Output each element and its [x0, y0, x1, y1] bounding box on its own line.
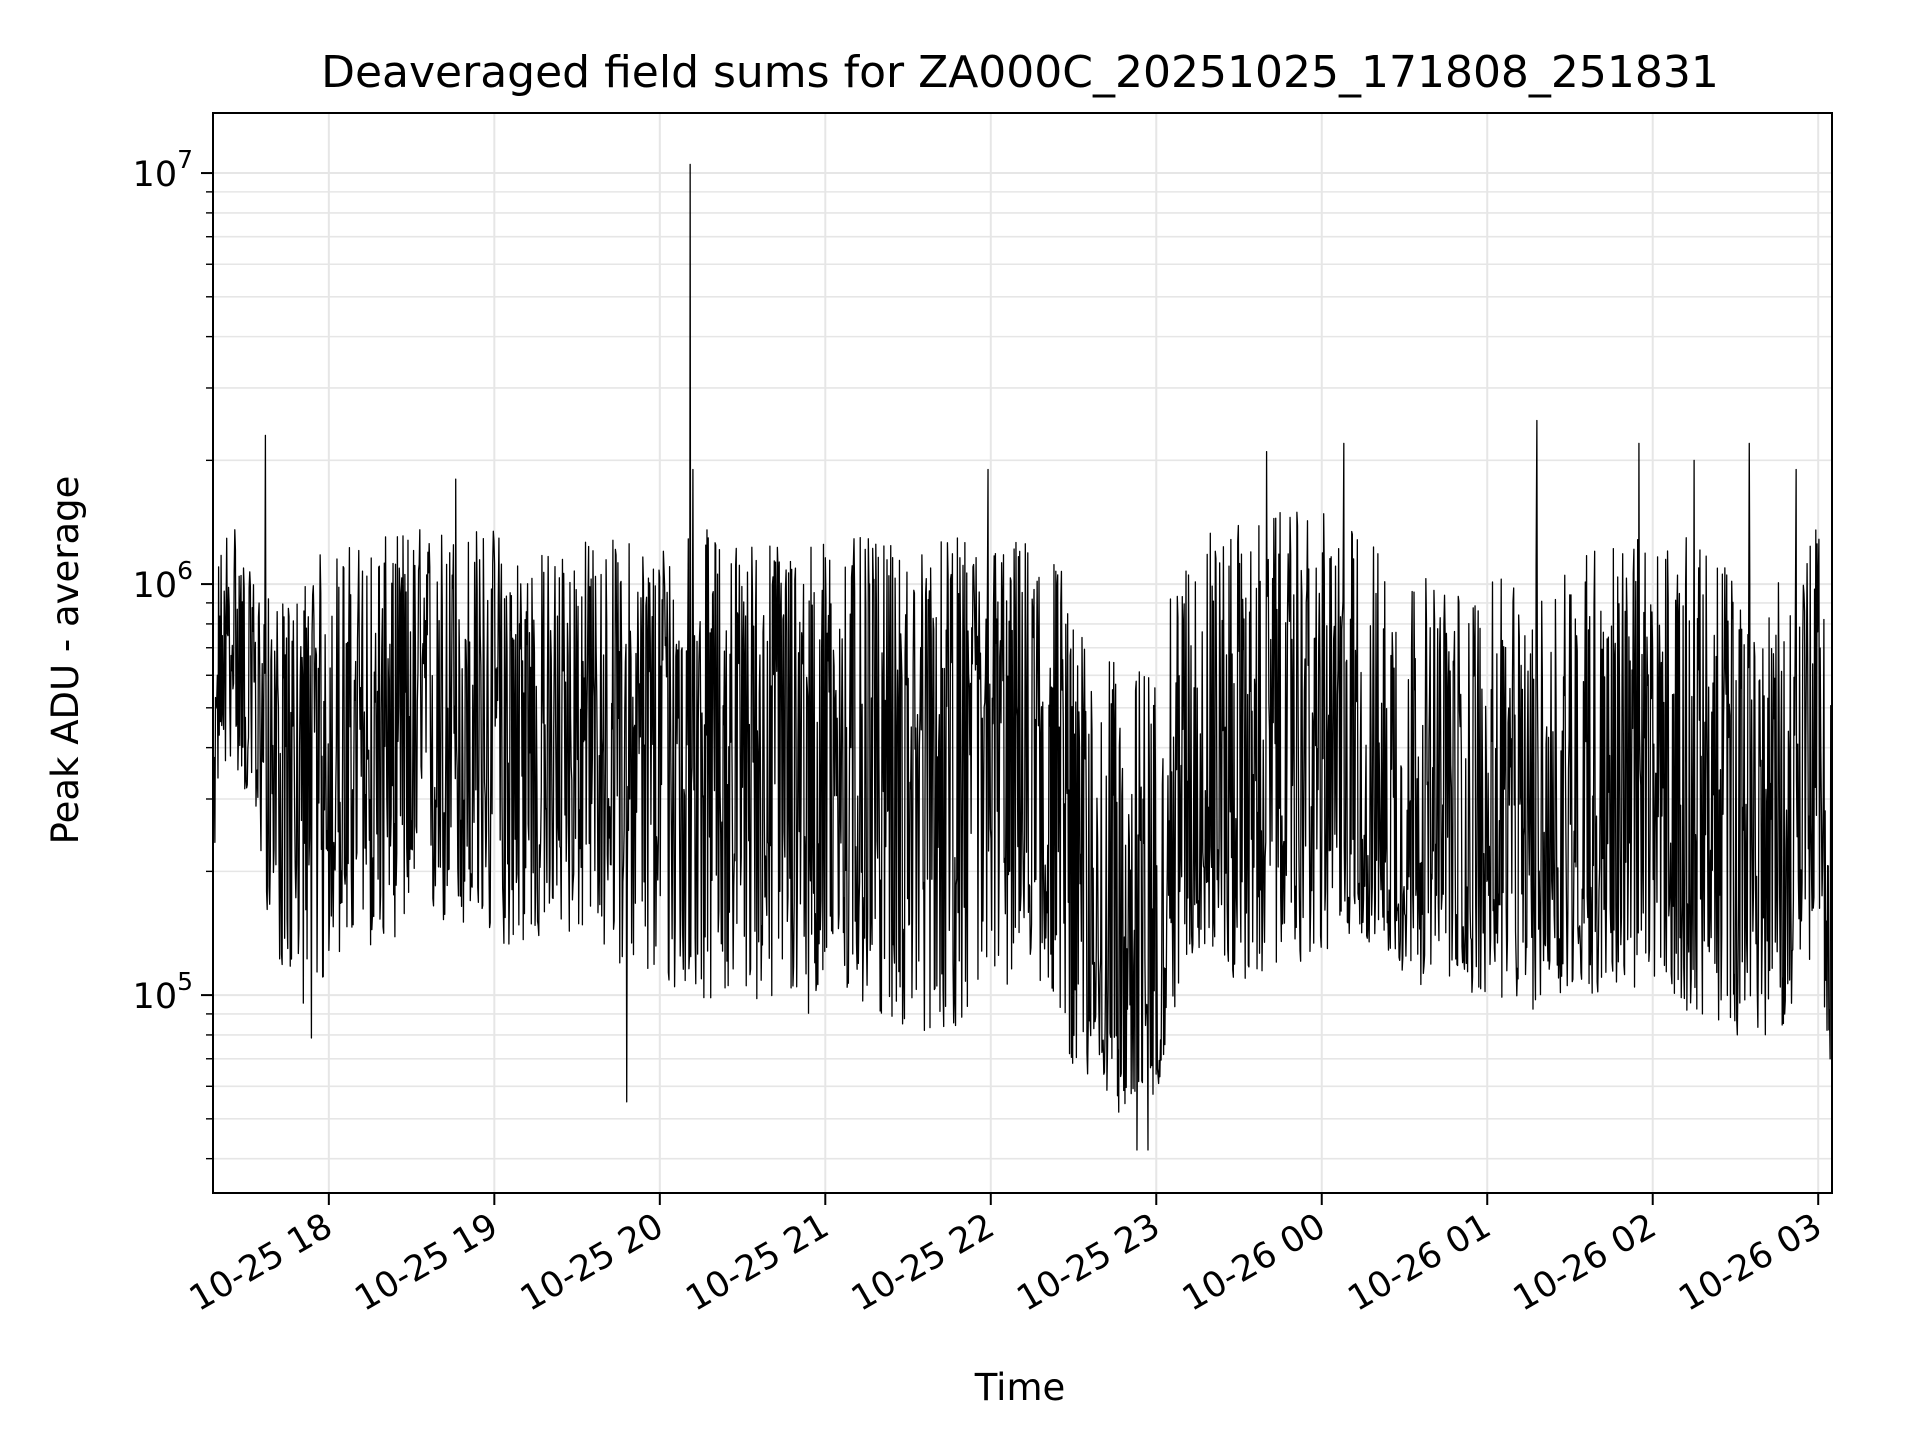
y-axis-label: Peak ADU - average	[44, 476, 87, 845]
y-tick-base: 10	[133, 977, 178, 1017]
x-axis-label: Time	[974, 1366, 1066, 1409]
chart-title: Deaveraged field sums for ZA000C_2025102…	[321, 47, 1719, 98]
plot-frame	[212, 112, 1833, 1194]
y-tick-base: 10	[133, 566, 178, 606]
y-tick-label: 107	[133, 145, 193, 195]
series-line	[212, 163, 1833, 1151]
y-tick-base: 10	[133, 155, 178, 195]
data-area	[212, 163, 1833, 1151]
y-tick-exponent: 7	[177, 145, 193, 174]
y-tick-label: 105	[133, 967, 193, 1017]
y-tick-exponent: 5	[177, 967, 193, 996]
y-tick-exponent: 6	[177, 556, 193, 585]
y-tick-label: 106	[133, 556, 193, 606]
